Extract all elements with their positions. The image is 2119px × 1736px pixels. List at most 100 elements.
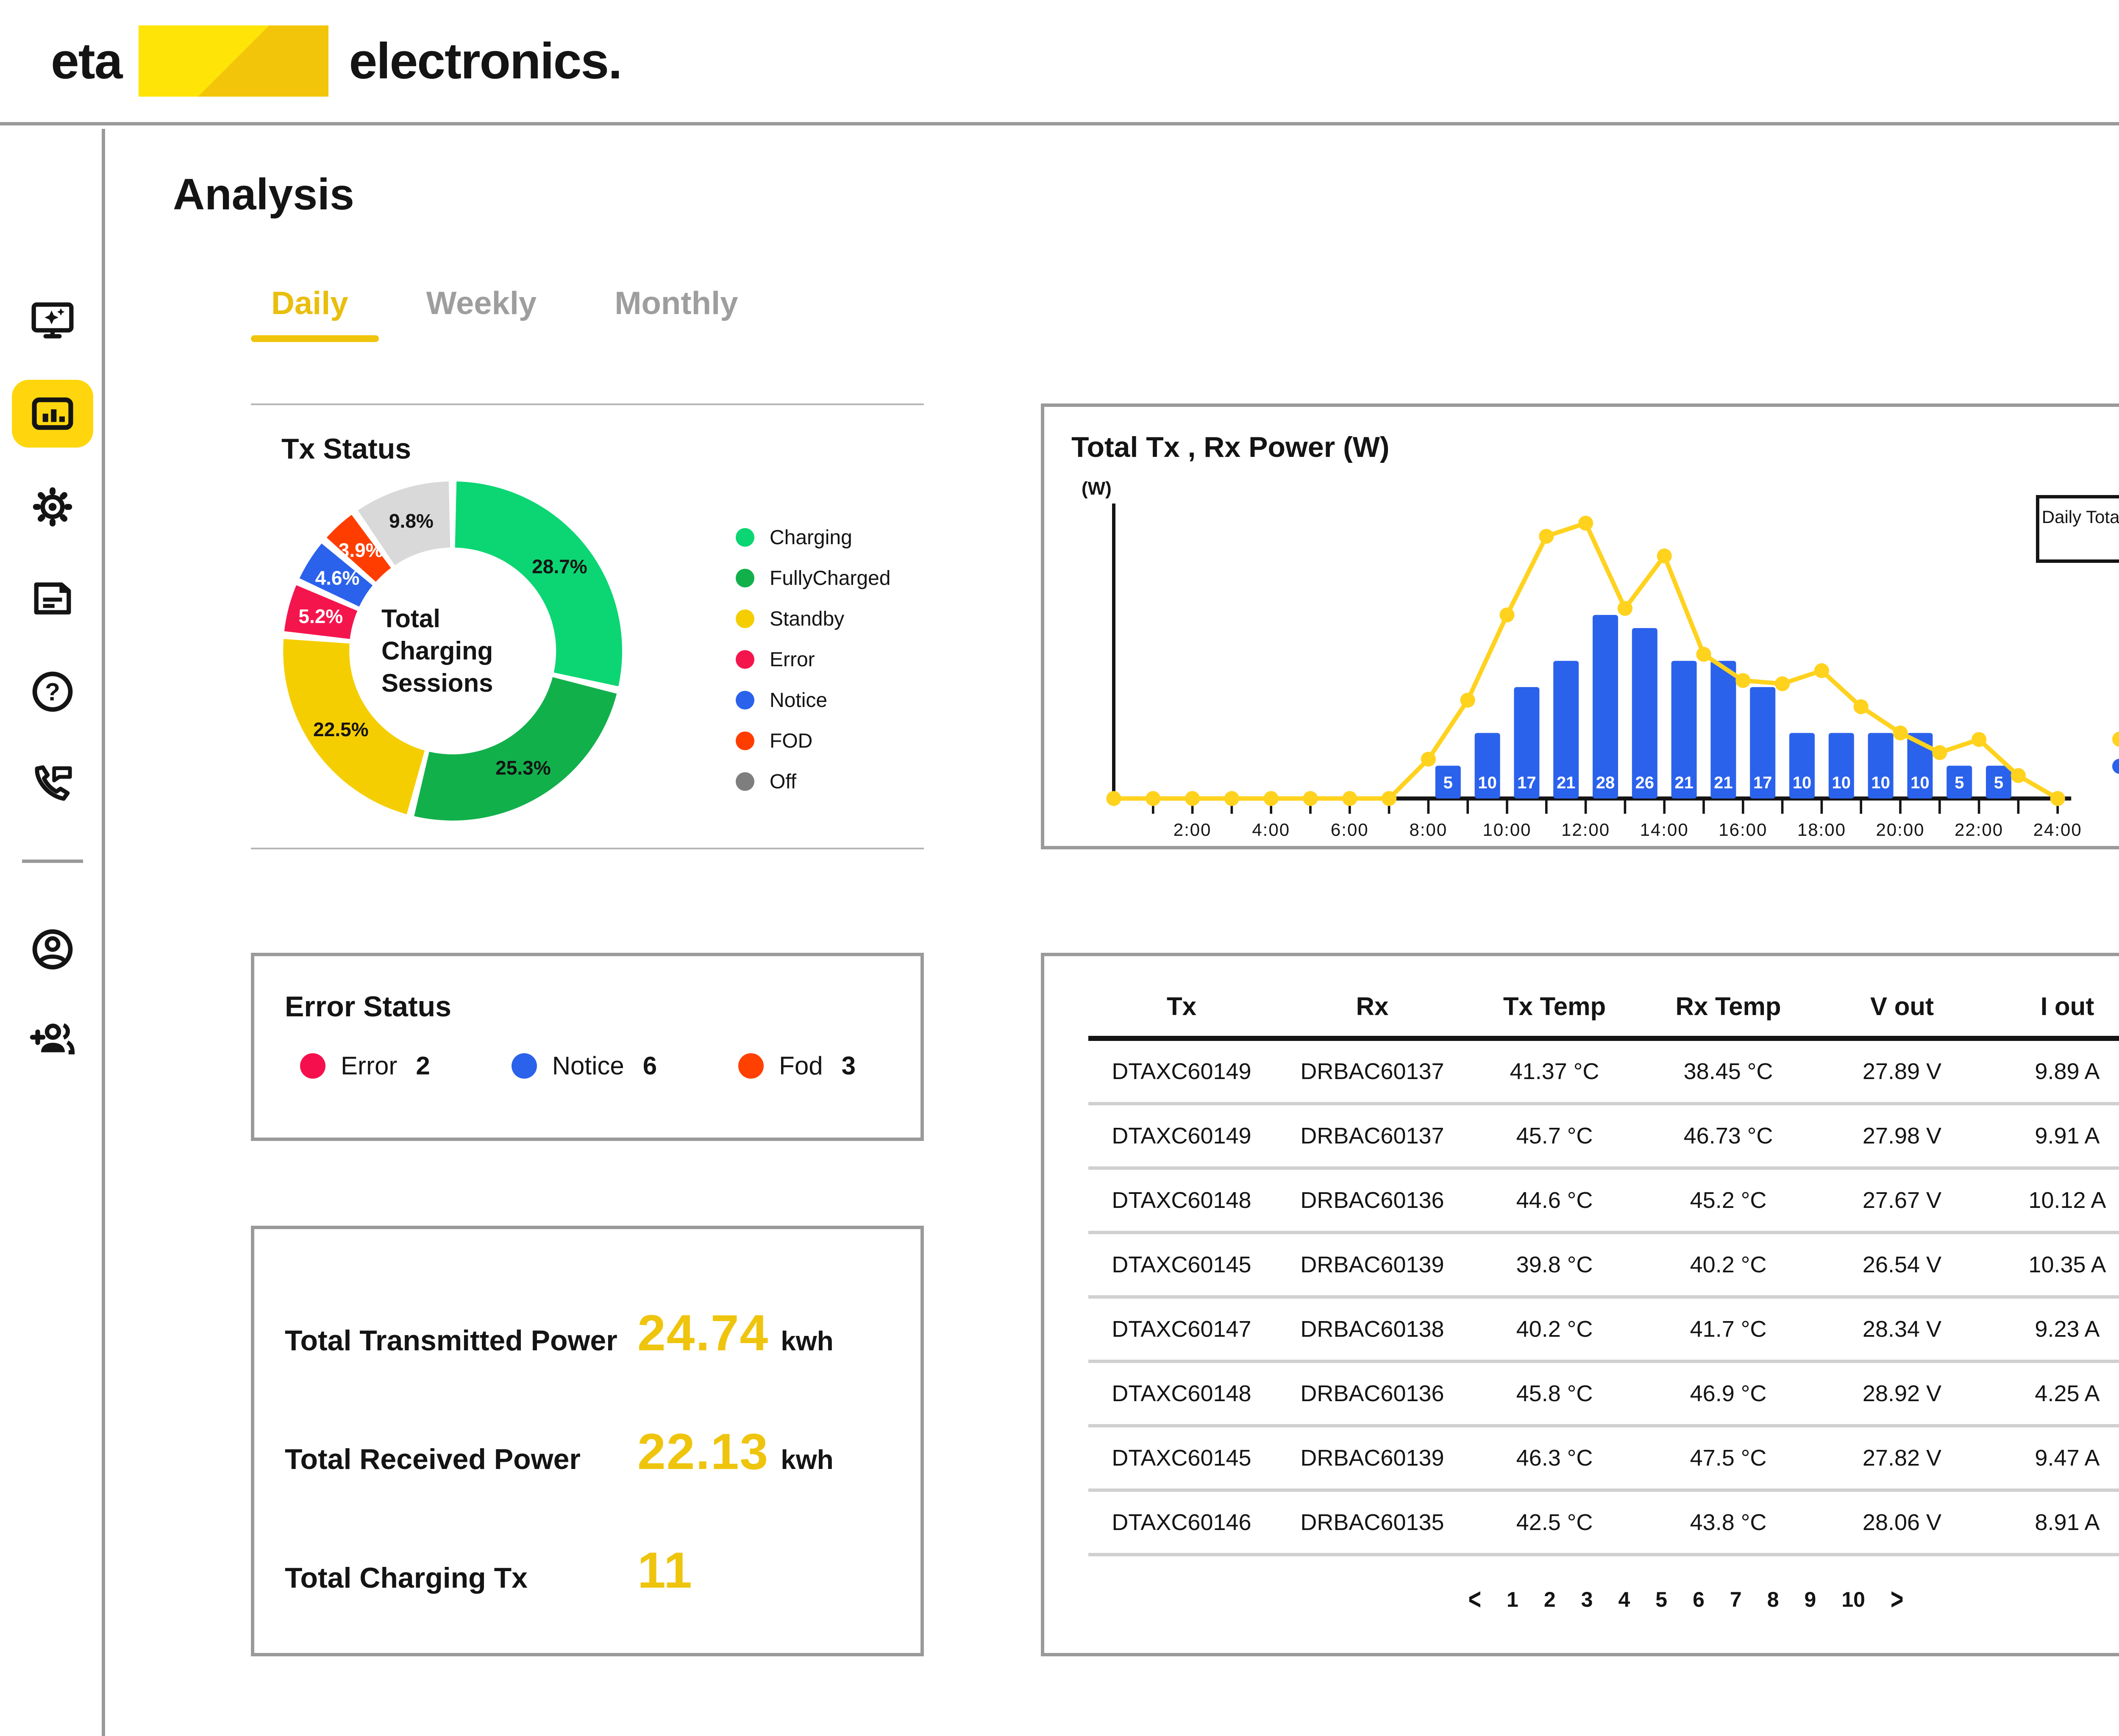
error-item-fod: Fod 3: [738, 1051, 856, 1080]
tab-daily[interactable]: Daily: [250, 285, 380, 342]
pagination-page-8[interactable]: 8: [1767, 1588, 1779, 1611]
sidebar-item-add-user[interactable]: [12, 1005, 93, 1073]
table-cell: DRBAC60139: [1300, 1252, 1444, 1277]
total-received-value: 22.13: [637, 1423, 769, 1480]
table-row[interactable]: DTAXC60145 DRBAC60139 39.8 °C 40.2 °C 26.54 …: [1088, 1234, 2119, 1299]
table-cell: 38.45 °C: [1683, 1059, 1773, 1084]
table-row[interactable]: DTAXC60146 DRBAC60135 42.5 °C 43.8 °C 28.06 …: [1088, 1492, 2119, 1556]
pagination-page-10[interactable]: 10: [1841, 1588, 1865, 1611]
error-count: 2: [416, 1052, 430, 1080]
table-cell: 4.25 A: [2035, 1381, 2100, 1406]
donut-center-line: Total: [381, 604, 440, 633]
sidebar-item-help[interactable]: ?: [12, 658, 93, 726]
table-row[interactable]: DTAXC60145 DRBAC60139 46.3 °C 47.5 °C 27.82 …: [1088, 1427, 2119, 1492]
tx-status-legend: Charging FullyCharged Standby Error Notice FO…: [736, 517, 890, 802]
table-cell: 28.06 V: [1862, 1510, 1942, 1535]
donut-slice-charging: [455, 481, 622, 687]
pagination-page-7[interactable]: 7: [1730, 1588, 1742, 1611]
pagination-page-9[interactable]: 9: [1804, 1588, 1816, 1611]
table-cell: DRBAC60137: [1300, 1123, 1444, 1149]
brand-left-text: eta: [51, 33, 122, 89]
brand-logo-mark: [139, 25, 329, 97]
total-charging-tx-row: Total Charging Tx 11: [285, 1541, 897, 1600]
pagination-page-4[interactable]: 4: [1618, 1588, 1630, 1611]
pagination-page-1[interactable]: 1: [1507, 1588, 1518, 1611]
bar-value-label: 5: [1443, 773, 1453, 792]
table-cell: DRBAC60138: [1300, 1316, 1444, 1342]
pagination-page-3[interactable]: 3: [1581, 1588, 1593, 1611]
sidebar-item-account[interactable]: [12, 915, 93, 983]
pagination-page-2[interactable]: 2: [1543, 1588, 1556, 1611]
phone-message-icon: [35, 765, 72, 801]
line-marker: [1146, 791, 1161, 806]
donut-slice-fod: [326, 515, 391, 582]
legend-dot-icon: [736, 732, 754, 750]
pagination-page-5[interactable]: 5: [1655, 1588, 1668, 1611]
x-axis-label: 24:00: [2033, 820, 2082, 840]
bar-value-label: 21: [1714, 773, 1733, 792]
legend-item-fod: FOD: [736, 721, 890, 761]
table-cell: 9.91 A: [2035, 1123, 2100, 1149]
monitor-sparkle-icon: [31, 302, 74, 339]
pagination-page-6[interactable]: 6: [1693, 1588, 1705, 1611]
bar-charging-tx: [1986, 765, 2011, 798]
bar-charging-tx: [1593, 615, 1618, 798]
line-marker: [2050, 791, 2065, 806]
bar-charging-tx: [1671, 661, 1697, 798]
table-header-cell: Tx: [1166, 992, 1197, 1021]
error-dot-icon: [738, 1053, 764, 1079]
legend-dot-icon: [736, 609, 754, 628]
error-count: 6: [642, 1052, 657, 1080]
sidebar-item-dashboard[interactable]: [12, 287, 93, 354]
bar-value-label: 10: [1910, 773, 1930, 792]
bar-value-label: 17: [1753, 773, 1772, 792]
table-cell: 9.89 A: [2035, 1059, 2100, 1084]
pagination-next-icon[interactable]: >: [1890, 1583, 1904, 1616]
table-header-cell: I out: [2040, 992, 2094, 1021]
table-cell: DTAXC60148: [1112, 1188, 1251, 1213]
legend-dot-icon: [2112, 759, 2119, 774]
table-cell: DTAXC60149: [1112, 1059, 1251, 1084]
tab-bar: Daily Weekly Monthly: [250, 285, 748, 342]
table-header-cell: V out: [1870, 992, 1934, 1021]
sidebar-item-settings[interactable]: [12, 473, 93, 541]
table-row[interactable]: DTAXC60148 DRBAC60136 45.8 °C 46.9 °C 28.92 …: [1088, 1363, 2119, 1427]
donut-slice-label: 9.8%: [389, 510, 434, 532]
bar-charging-tx: [1553, 661, 1579, 798]
pagination-prev-icon[interactable]: <: [1468, 1583, 1482, 1616]
total-received-unit: kwh: [781, 1444, 834, 1475]
table-cell: 9.47 A: [2035, 1445, 2100, 1471]
legend-item-standby: Standby: [736, 598, 890, 639]
table-row[interactable]: DTAXC60147 DRBAC60138 40.2 °C 41.7 °C 28.34 …: [1088, 1299, 2119, 1363]
line-marker: [1421, 751, 1436, 767]
line-marker: [1775, 676, 1790, 691]
table-header-cell: Rx Temp: [1675, 992, 1781, 1021]
person-circle-icon: [32, 929, 73, 970]
table-cell: 46.73 °C: [1683, 1123, 1773, 1149]
line-marker: [1382, 791, 1397, 806]
tab-weekly[interactable]: Weekly: [426, 285, 537, 321]
tab-monthly[interactable]: Monthly: [615, 285, 738, 321]
legend-label: Off: [770, 770, 797, 793]
bar-value-label: 26: [1635, 773, 1655, 792]
table-cell: 47.5 °C: [1690, 1445, 1767, 1471]
table-cell: DTAXC60148: [1112, 1381, 1251, 1406]
table-cell: DTAXC60145: [1112, 1252, 1251, 1277]
donut-slice-error: [284, 585, 358, 639]
brand-logo: eta electronics.: [51, 25, 622, 97]
power-chart-y-axis-label: (W): [1082, 478, 1112, 499]
sidebar-item-contact[interactable]: [12, 749, 93, 817]
sidebar-item-reports[interactable]: [12, 565, 93, 632]
table-cell: 28.92 V: [1862, 1381, 1942, 1406]
table-cell: 28.34 V: [1862, 1316, 1942, 1342]
total-received-label: Total Received Power: [285, 1443, 581, 1475]
sidebar-item-analysis[interactable]: [12, 380, 93, 448]
table-cell: 8.91 A: [2035, 1510, 2100, 1535]
table-row[interactable]: DTAXC60149 DRBAC60137 41.37 °C 38.45 °C 27.8…: [1088, 1041, 2119, 1105]
table-row[interactable]: DTAXC60148 DRBAC60136 44.6 °C 45.2 °C 27.67 …: [1088, 1170, 2119, 1234]
donut-slice-standby: [283, 639, 425, 815]
bar-charging-tx: [1435, 765, 1461, 798]
legend-label: Charging: [770, 526, 852, 549]
table-row[interactable]: DTAXC60149 DRBAC60137 45.7 °C 46.73 °C 27.98…: [1088, 1105, 2119, 1170]
